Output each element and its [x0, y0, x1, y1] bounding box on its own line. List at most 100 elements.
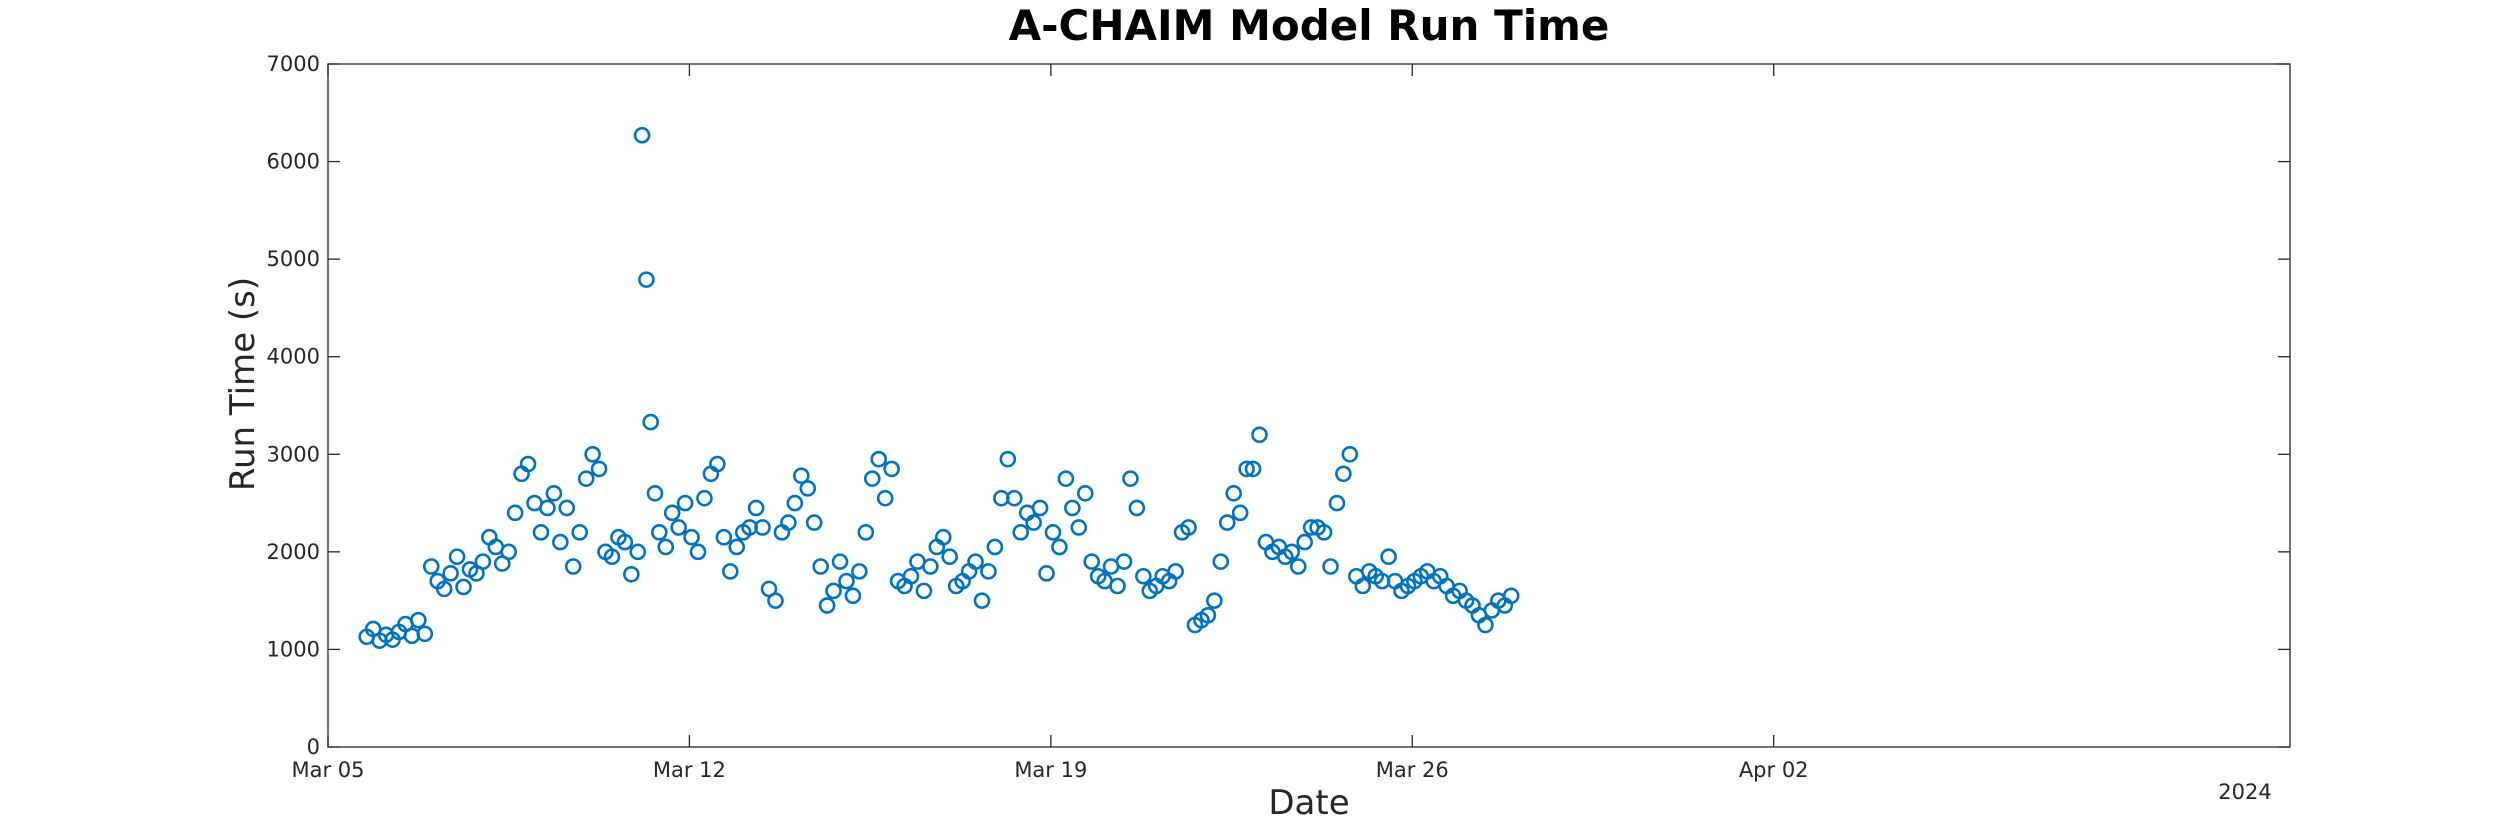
data-point	[571, 524, 589, 541]
data-point	[416, 625, 434, 643]
data-point	[435, 580, 453, 598]
data-point	[616, 533, 634, 551]
data-point	[1070, 519, 1088, 536]
data-point	[670, 519, 687, 536]
y-tick-label: 4000	[267, 345, 320, 369]
x-tick-label: Mar 12	[653, 758, 726, 782]
data-point	[1354, 577, 1372, 595]
data-point	[676, 494, 694, 512]
data-point	[1057, 470, 1075, 487]
data-point	[1135, 567, 1152, 585]
data-point	[831, 553, 849, 570]
data-point	[980, 563, 997, 580]
data-point	[1296, 533, 1313, 551]
data-point	[474, 553, 492, 570]
data-point	[1244, 460, 1262, 478]
data-point	[754, 519, 771, 536]
data-point	[799, 480, 817, 497]
data-point	[818, 597, 836, 614]
y-tick-label: 0	[307, 735, 320, 759]
data-point	[1212, 553, 1230, 570]
y-tick-label: 7000	[267, 52, 320, 76]
data-point	[410, 611, 427, 629]
data-point	[623, 565, 640, 583]
data-point	[633, 126, 651, 144]
data-point	[646, 485, 664, 502]
data-point	[1083, 553, 1101, 570]
plot-frame	[327, 63, 2291, 748]
data-point	[922, 558, 939, 575]
data-point	[1064, 499, 1081, 517]
data-point	[545, 485, 563, 502]
data-point	[876, 489, 894, 507]
data-point	[1076, 485, 1094, 502]
data-point	[506, 504, 524, 522]
data-point	[651, 524, 668, 541]
data-point	[1502, 587, 1520, 605]
x-tick-label: Apr 02	[1739, 758, 1809, 782]
data-point	[1231, 504, 1249, 522]
data-point	[1322, 558, 1339, 575]
data-point	[1012, 524, 1030, 541]
data-point	[1206, 592, 1223, 609]
data-point	[577, 470, 595, 487]
data-point	[683, 528, 700, 546]
data-point	[663, 504, 681, 522]
x-tick-label: Mar 26	[1376, 758, 1449, 782]
data-point	[780, 514, 797, 531]
data-point	[1328, 494, 1346, 512]
data-point	[1025, 514, 1042, 531]
data-point	[812, 558, 829, 575]
data-point	[1477, 616, 1494, 634]
y-tick-label: 6000	[267, 150, 320, 174]
data-point	[1289, 558, 1307, 575]
y-tick-label: 5000	[267, 247, 320, 271]
data-point	[1031, 499, 1049, 517]
data-point	[603, 548, 621, 566]
data-point	[767, 592, 784, 609]
chart-title: A-CHAIM Model Run Time	[1009, 1, 1610, 50]
data-point	[1167, 563, 1184, 580]
data-point	[870, 450, 888, 468]
x-tick-label: Mar 19	[1014, 758, 1087, 782]
data-point	[902, 567, 920, 585]
data-point	[805, 514, 823, 531]
data-point	[552, 533, 569, 551]
data-point	[539, 499, 556, 517]
data-point	[915, 582, 933, 600]
data-point	[629, 543, 647, 561]
data-point	[1380, 548, 1397, 566]
data-point	[1225, 485, 1243, 502]
data-point	[638, 271, 655, 288]
x-axis-year-label: 2024	[2218, 780, 2271, 804]
data-point	[1109, 577, 1126, 595]
data-point	[564, 558, 582, 575]
data-point	[709, 455, 726, 473]
data-point	[642, 413, 659, 431]
data-point	[1251, 426, 1268, 444]
data-point	[825, 582, 842, 600]
data-point	[1122, 470, 1139, 487]
data-point	[941, 548, 959, 566]
data-point	[1051, 538, 1068, 556]
data-point	[747, 499, 765, 517]
data-point	[728, 538, 746, 556]
data-point	[1335, 465, 1352, 483]
x-axis-label: Date	[1268, 783, 1349, 823]
data-point	[721, 563, 739, 580]
axes: 0 1000 2000 3000 4000 5000 6000 7000 Mar 05 Mar 1…	[267, 52, 2291, 782]
data-point	[1128, 499, 1146, 517]
data-point	[838, 572, 855, 590]
data-point	[422, 558, 440, 575]
data-point	[532, 524, 550, 541]
data-point	[863, 470, 881, 487]
data-point	[1180, 519, 1197, 536]
data-point	[786, 494, 804, 512]
data-point	[500, 543, 518, 561]
data-point	[883, 460, 900, 478]
y-tick-label: 3000	[267, 442, 320, 466]
data-point	[1341, 445, 1359, 463]
data-point	[448, 548, 466, 566]
data-point	[455, 578, 472, 596]
